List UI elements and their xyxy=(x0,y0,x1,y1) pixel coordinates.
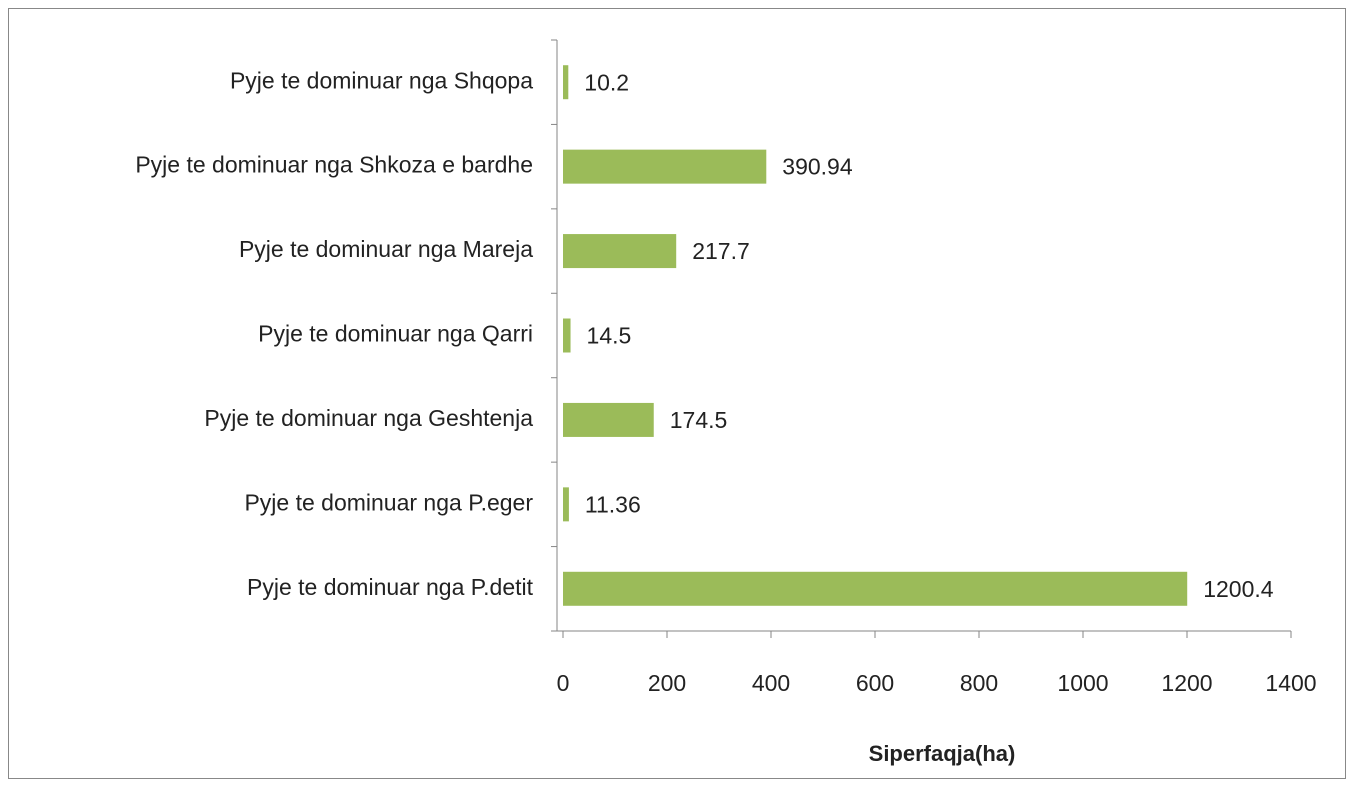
data-label: 390.94 xyxy=(782,154,853,180)
data-label: 1200.4 xyxy=(1203,576,1274,602)
data-label: 11.36 xyxy=(585,491,641,517)
bar xyxy=(563,149,767,184)
data-label: 14.5 xyxy=(587,323,632,349)
y-tick-label: Pyje te dominuar nga Geshtenja xyxy=(204,405,533,431)
y-tick-label: Pyje te dominuar nga P.detit xyxy=(247,574,534,600)
x-axis-label: Siperfaqja(ha) xyxy=(869,741,1016,766)
x-tick-label: 600 xyxy=(856,670,894,696)
y-tick-label: Pyje te dominuar nga P.eger xyxy=(244,489,533,515)
x-tick-label: 400 xyxy=(752,670,790,696)
bar xyxy=(563,402,654,437)
bar xyxy=(563,487,569,522)
data-label: 10.2 xyxy=(584,69,629,95)
bar xyxy=(563,571,1188,606)
bar xyxy=(563,234,677,269)
chart-frame xyxy=(8,8,1346,779)
x-tick-label: 1400 xyxy=(1265,670,1316,696)
data-label: 174.5 xyxy=(670,407,728,433)
y-tick-label: Pyje te dominuar nga Qarri xyxy=(258,321,533,347)
bar xyxy=(563,318,571,353)
x-tick-label: 200 xyxy=(648,670,686,696)
x-tick-label: 0 xyxy=(557,670,570,696)
y-tick-label: Pyje te dominuar nga Shqopa xyxy=(230,67,533,93)
data-label: 217.7 xyxy=(692,238,750,264)
x-tick-label: 1000 xyxy=(1057,670,1108,696)
x-tick-label: 1200 xyxy=(1161,670,1212,696)
y-tick-label: Pyje te dominuar nga Shkoza e bardhe xyxy=(135,152,533,178)
bar xyxy=(563,65,569,100)
y-tick-label: Pyje te dominuar nga Mareja xyxy=(239,236,533,262)
x-tick-label: 800 xyxy=(960,670,998,696)
